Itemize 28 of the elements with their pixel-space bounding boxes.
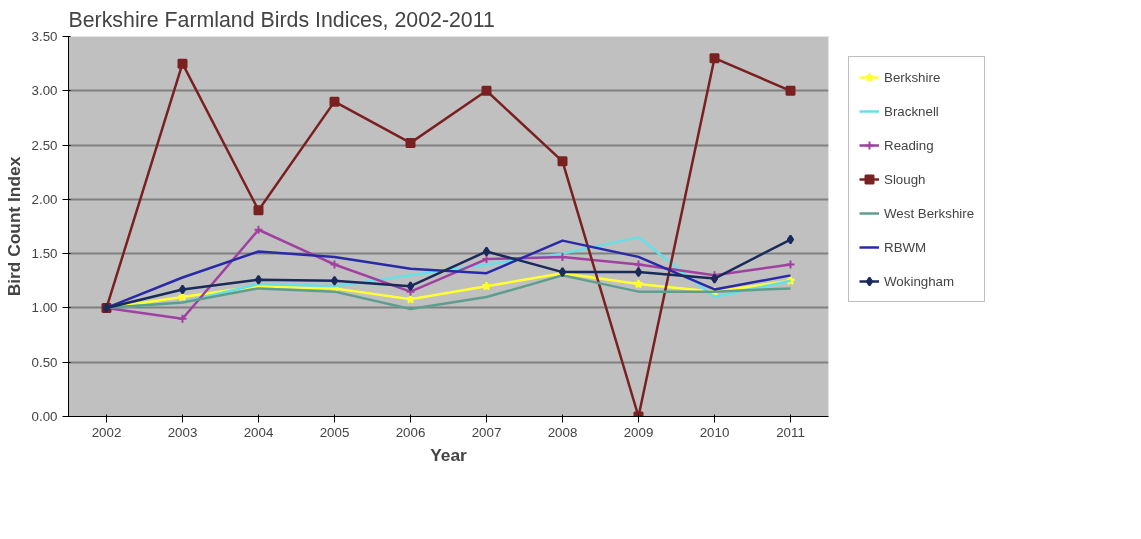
y-tick-label: 2.00 — [31, 191, 58, 207]
legend-label: Reading — [884, 137, 934, 153]
legend-label: Wokingham — [884, 273, 955, 289]
x-tick-label: 2006 — [395, 424, 426, 440]
y-tick-label: 1.00 — [31, 300, 58, 316]
y-tick-label: 3.50 — [31, 29, 58, 44]
x-axis-title: Year — [430, 444, 468, 465]
x-tick-label: 2002 — [91, 424, 122, 440]
y-tick-label: 0.00 — [31, 409, 58, 424]
x-tick-label: 2011 — [776, 424, 805, 440]
y-axis-title: Bird Count Index — [3, 156, 24, 297]
x-tick-label: 2007 — [471, 424, 502, 440]
y-tick-label: 2.50 — [31, 137, 58, 153]
y-tick-label: 3.00 — [31, 83, 58, 99]
legend-label: Slough — [884, 171, 926, 187]
y-tick-label: 1.50 — [31, 246, 58, 262]
x-tick-label: 2008 — [547, 424, 578, 440]
x-tick-label: 2003 — [167, 424, 198, 440]
x-tick-label: 2010 — [699, 424, 730, 440]
legend-label: West Berkshire — [884, 205, 975, 221]
chart-title: Berkshire Farmland Birds Indices, 2002-2011 — [68, 7, 495, 32]
legend-label: Berkshire — [884, 69, 941, 85]
x-tick-label: 2005 — [319, 424, 350, 440]
legend-label: RBWM — [884, 239, 927, 255]
x-tick-label: 2004 — [243, 424, 274, 440]
y-tick-label: 0.50 — [31, 354, 58, 370]
legend-label: Bracknell — [884, 103, 939, 119]
x-tick-label: 2009 — [623, 424, 654, 440]
